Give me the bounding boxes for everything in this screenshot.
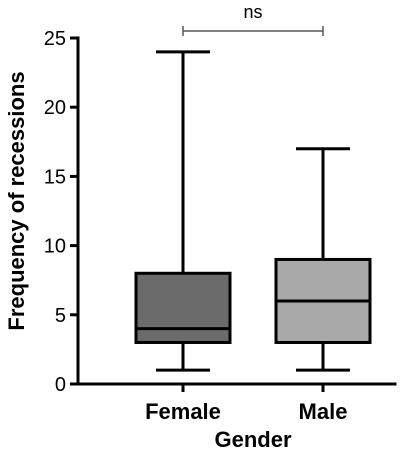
boxes xyxy=(134,50,372,372)
y-tick-label: 20 xyxy=(44,97,66,119)
axes: 0 5 10 15 20 25 Female Male xyxy=(44,28,397,424)
y-tick-label: 15 xyxy=(44,166,66,188)
y-tick-label: 5 xyxy=(55,305,66,327)
y-tick-label: 25 xyxy=(44,28,66,50)
x-tick-label-male: Male xyxy=(299,399,348,424)
y-axis-title: Frequency of recessions xyxy=(4,71,29,330)
significance-annotation: ns xyxy=(182,2,324,36)
x-axis-title: Gender xyxy=(214,427,291,452)
iqr-box-female xyxy=(134,271,232,344)
x-tick-label-female: Female xyxy=(145,399,221,424)
box-female xyxy=(134,50,232,372)
significance-label: ns xyxy=(243,2,262,22)
y-tick-label: 10 xyxy=(44,236,66,258)
box-male xyxy=(274,147,372,372)
y-tick-label: 0 xyxy=(55,374,66,396)
